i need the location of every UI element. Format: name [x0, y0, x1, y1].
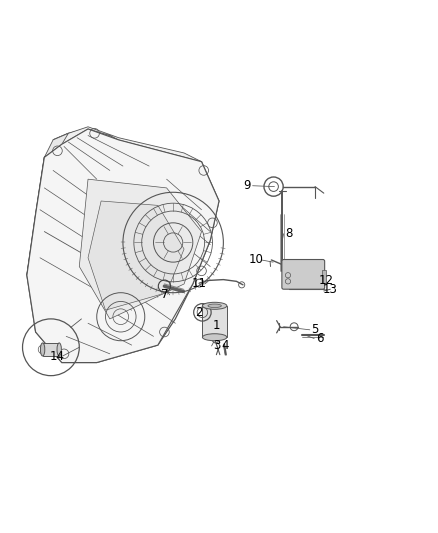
Text: 6: 6: [316, 332, 323, 345]
Text: 12: 12: [318, 274, 333, 287]
Ellipse shape: [57, 343, 61, 356]
FancyBboxPatch shape: [282, 260, 325, 289]
Bar: [202, 306, 227, 337]
Text: 13: 13: [323, 282, 338, 296]
Text: 10: 10: [249, 254, 264, 266]
Ellipse shape: [202, 334, 227, 341]
Text: 9: 9: [244, 179, 251, 192]
Text: 3: 3: [213, 340, 220, 352]
Polygon shape: [27, 129, 219, 362]
Text: 11: 11: [192, 278, 207, 290]
Text: 2: 2: [196, 306, 203, 319]
Ellipse shape: [202, 302, 227, 309]
Text: 5: 5: [311, 324, 319, 336]
Ellipse shape: [208, 304, 221, 308]
Bar: [321, 270, 326, 283]
Polygon shape: [88, 201, 184, 310]
Text: 1: 1: [213, 319, 221, 332]
Bar: [42, 343, 59, 356]
Text: 14: 14: [50, 350, 65, 362]
Text: 4: 4: [222, 340, 230, 352]
Ellipse shape: [40, 343, 45, 356]
Polygon shape: [27, 133, 68, 275]
Polygon shape: [53, 127, 201, 161]
Text: 7: 7: [161, 288, 168, 301]
Text: 8: 8: [285, 227, 293, 240]
Polygon shape: [79, 179, 201, 319]
